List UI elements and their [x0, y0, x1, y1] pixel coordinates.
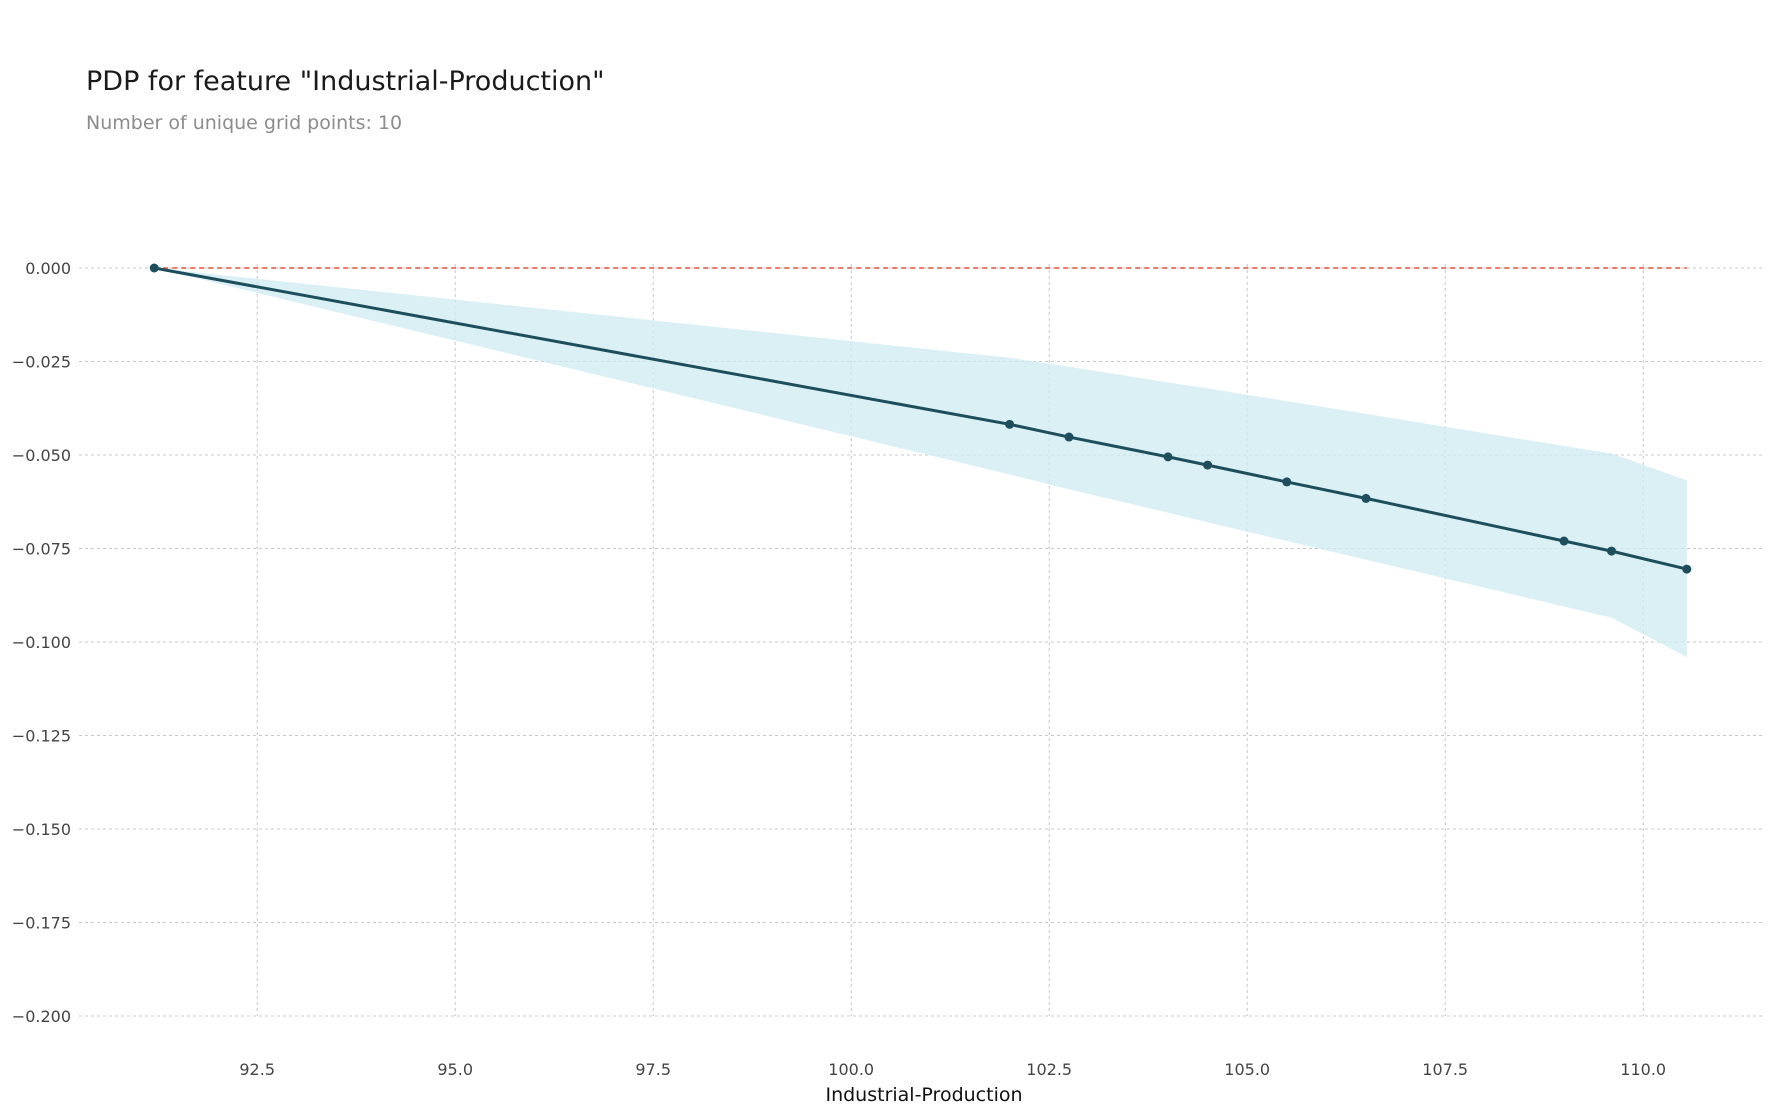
x-tick-label: 110.0: [1620, 1060, 1666, 1079]
y-tick-label: −0.050: [12, 446, 71, 465]
x-axis-label: Industrial-Production: [825, 1084, 1022, 1106]
x-tick-label: 100.0: [828, 1060, 874, 1079]
confidence-band: [154, 268, 1687, 657]
pdp-series: [149, 263, 1692, 574]
x-tick-label: 92.5: [239, 1060, 275, 1079]
y-tick-label: −0.175: [12, 914, 71, 933]
x-tick-label: 97.5: [635, 1060, 671, 1079]
data-point: [1203, 460, 1213, 470]
pdp-line: [153, 266, 1688, 571]
data-point: [1682, 564, 1692, 574]
y-tick-label: −0.075: [12, 540, 71, 559]
data-point: [1064, 432, 1074, 442]
x-tick-label: 102.5: [1026, 1060, 1072, 1079]
y-tick-label: −0.125: [12, 727, 71, 746]
y-tick-label: −0.150: [12, 820, 71, 839]
x-tick-label: 95.0: [437, 1060, 473, 1079]
data-point: [1559, 536, 1569, 546]
x-tick-label: 107.5: [1422, 1060, 1468, 1079]
y-tick-label: −0.200: [12, 1007, 71, 1026]
chart-title: PDP for feature "Industrial-Production": [86, 66, 605, 97]
data-point: [1361, 493, 1371, 503]
data-point: [1163, 452, 1173, 462]
data-point: [1005, 419, 1015, 429]
data-point: [149, 263, 159, 273]
data-point: [1282, 477, 1292, 487]
chart-subtitle: Number of unique grid points: 10: [86, 112, 403, 134]
y-axis-ticks: 0.000 −0.025 −0.050 −0.075 −0.100 −0.125 −0.15…: [12, 259, 71, 1026]
y-tick-label: 0.000: [25, 259, 71, 278]
y-tick-label: −0.025: [12, 353, 71, 372]
data-point: [1607, 546, 1617, 556]
confidence-band-area: [154, 268, 1687, 657]
x-axis-ticks: 92.5 95.0 97.5 100.0 102.5 105.0 107.5 110.0: [239, 1060, 1666, 1079]
x-tick-label: 105.0: [1224, 1060, 1270, 1079]
y-tick-label: −0.100: [12, 633, 71, 652]
